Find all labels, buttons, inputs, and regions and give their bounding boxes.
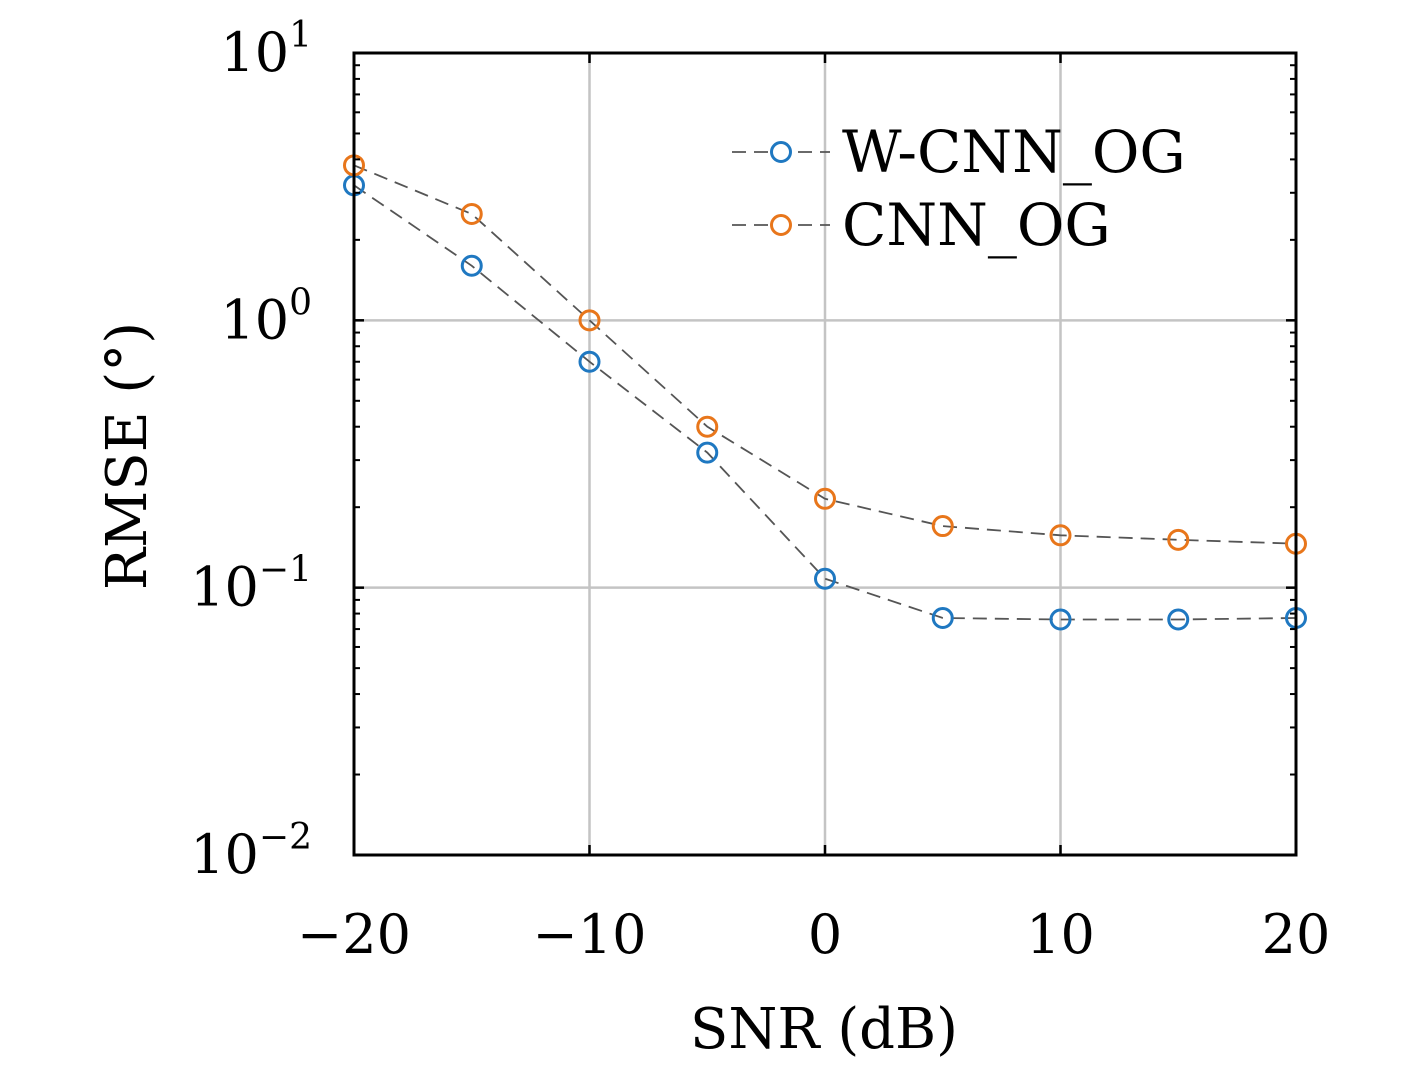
series-line-0 xyxy=(353,184,1297,621)
x-tick-label-2: 0 xyxy=(808,903,842,966)
y-tick-label-3: 101 xyxy=(220,15,312,84)
series-1-point-3 xyxy=(696,415,719,438)
series-0-point-4 xyxy=(814,567,836,590)
y-tick-labels: 10−2 10−1 100 101 xyxy=(190,15,312,886)
x-tick-label-1: −10 xyxy=(533,903,647,966)
series-0-point-7 xyxy=(1167,608,1190,631)
series-1-point-4 xyxy=(814,487,836,510)
x-tick-label-4: 20 xyxy=(1262,903,1331,966)
y-tick-label-2: 100 xyxy=(220,282,312,351)
tick-marks xyxy=(352,51,1298,857)
series-1-point-7 xyxy=(1167,528,1190,551)
x-tick-label-0: −20 xyxy=(297,903,411,966)
y-tick-label-0: 10−2 xyxy=(190,817,312,886)
x-tick-label-3: 10 xyxy=(1026,903,1095,966)
series-1-point-2 xyxy=(578,309,601,332)
y-tick-label-1: 10−1 xyxy=(190,550,312,619)
series-line-1 xyxy=(353,164,1297,545)
legend-marker-0 xyxy=(770,141,792,163)
series-0-point-6 xyxy=(1049,608,1072,631)
series-1-point-1 xyxy=(460,202,483,225)
legend-label-1: CNN_OG xyxy=(842,191,1111,259)
series-lines xyxy=(353,164,1297,621)
series-0-point-5 xyxy=(931,607,954,630)
series-0-point-1 xyxy=(460,254,483,277)
series-0-point-2 xyxy=(578,350,601,373)
series-0-point-3 xyxy=(696,441,719,464)
legend-marker-1 xyxy=(770,214,792,236)
x-axis-label: SNR (dB) xyxy=(690,997,958,1062)
series-1-point-6 xyxy=(1049,524,1072,547)
y-axis-label: RMSE (°) xyxy=(95,322,160,590)
series-1-point-5 xyxy=(931,515,954,538)
legend-label-0: W-CNN_OG xyxy=(842,118,1186,186)
x-tick-labels: −20 −10 0 10 20 xyxy=(297,903,1330,966)
